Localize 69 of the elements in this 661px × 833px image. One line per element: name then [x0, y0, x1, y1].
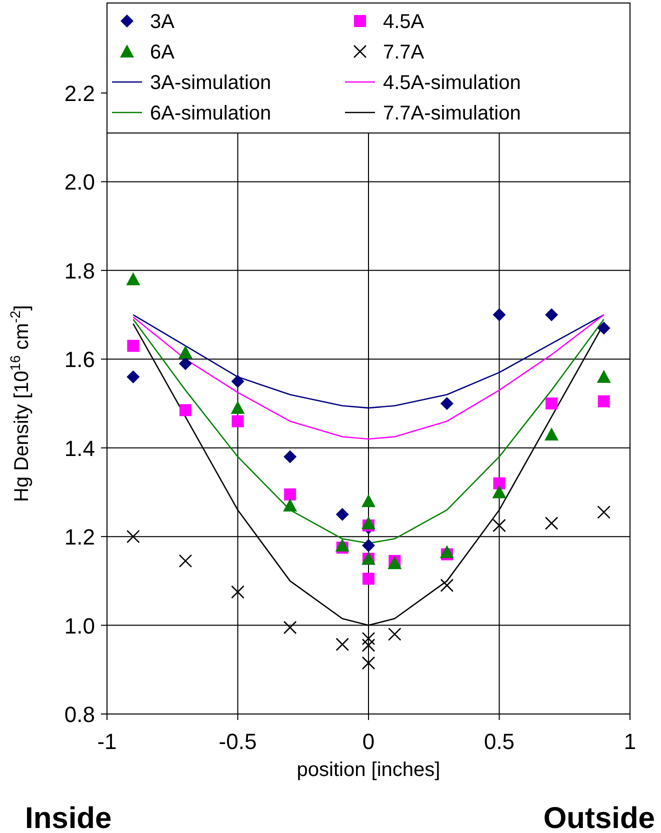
point: [362, 638, 376, 652]
point: [336, 508, 349, 521]
point: [388, 556, 402, 570]
x-tick-label: 0.5: [484, 729, 515, 754]
legend-label: 6A-simulation: [150, 102, 272, 124]
point: [231, 585, 244, 599]
legend-label: 7.7A-simulation: [383, 102, 521, 124]
point: [179, 404, 192, 416]
x-tick-label: 0: [362, 729, 375, 754]
point: [126, 530, 140, 544]
point: [126, 370, 140, 384]
point: [362, 538, 375, 552]
x-tick-label: -0.5: [218, 729, 257, 754]
point: [544, 516, 558, 530]
y-tick-label: 2.0: [64, 170, 95, 195]
point: [127, 340, 140, 352]
point: [283, 620, 297, 634]
point: [362, 572, 374, 585]
point: [283, 498, 298, 512]
line-series: [132, 314, 604, 440]
point: [362, 656, 376, 670]
point: [440, 397, 454, 410]
y-tick-label: 1.6: [64, 347, 95, 372]
y-tick-label: 2.2: [64, 81, 95, 106]
point: [545, 308, 558, 322]
point: [362, 516, 376, 530]
legend-label: 6A: [150, 42, 176, 64]
point: [126, 272, 140, 286]
point: [231, 374, 244, 388]
point: [596, 370, 611, 383]
y-tick-label: 1.0: [64, 613, 95, 638]
point: [178, 357, 192, 370]
point: [493, 477, 506, 490]
legend-label: 7.7A: [383, 42, 425, 64]
point: [492, 485, 506, 498]
point: [284, 450, 297, 464]
point: [284, 488, 296, 500]
point: [597, 322, 610, 335]
x-tick-label: -1: [97, 729, 117, 754]
point: [362, 494, 376, 508]
y-tick-label: 0.8: [64, 702, 95, 727]
point: [546, 398, 558, 410]
legend-label: 4.5A-simulation: [383, 72, 521, 94]
text: Outside: [543, 802, 655, 833]
y-tick-label: 1.2: [64, 524, 95, 550]
point: [598, 395, 610, 408]
point: [335, 538, 350, 552]
line-series: [132, 314, 604, 409]
point: [440, 578, 454, 592]
point: [544, 428, 559, 441]
point: [336, 638, 349, 652]
point: [388, 628, 402, 641]
text: Inside: [25, 802, 112, 833]
legend-label: 3A-simulation: [150, 72, 272, 94]
x-tick-label: 1: [624, 729, 636, 754]
point: [178, 345, 192, 358]
point: [178, 554, 192, 568]
point: [492, 518, 506, 532]
point: [492, 308, 506, 322]
point: [362, 632, 376, 646]
point: [230, 400, 245, 414]
point: [597, 506, 610, 519]
point: [440, 545, 454, 558]
x-axis-title: position [inches]: [296, 759, 440, 781]
y-tick-label: 1.4: [64, 436, 95, 461]
y-tick-label: 1.8: [64, 258, 95, 284]
legend-label: 4.5A: [383, 11, 425, 33]
legend-label: 3A: [150, 11, 176, 33]
point: [232, 415, 244, 428]
